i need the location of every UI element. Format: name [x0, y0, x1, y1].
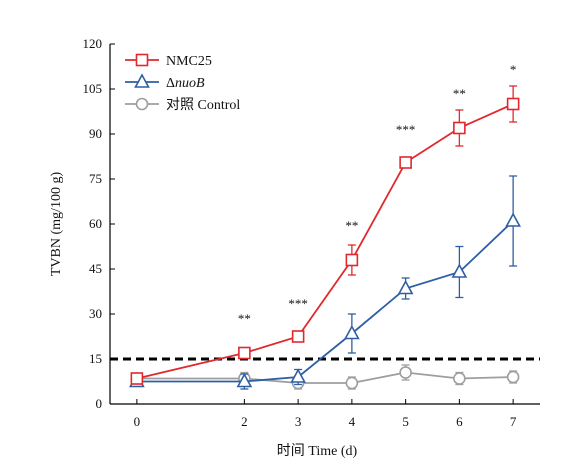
legend-label: ΔnuoB [166, 76, 205, 91]
significance-label: *** [396, 122, 416, 137]
significance-label: ** [453, 86, 466, 101]
legend-item-1: ΔnuoB [125, 73, 205, 91]
x-tick-label: 2 [241, 414, 248, 429]
x-tick-label: 4 [349, 414, 356, 429]
data-point [345, 253, 359, 267]
x-tick-label: 5 [402, 414, 409, 429]
y-axis-title: TVBN (mg/100 g) [49, 172, 64, 277]
legend: NMC25 ΔnuoB 对照 Control [125, 53, 240, 113]
legend-item-0: NMC25 [125, 53, 212, 69]
y-tick-label: 90 [89, 126, 102, 141]
data-point [290, 368, 306, 383]
x-tick-label: 7 [510, 414, 517, 429]
y-tick-label: 30 [89, 306, 102, 321]
data-point [399, 156, 412, 169]
data-point [291, 330, 305, 343]
series-line [136, 103, 514, 380]
y-tick-label: 45 [89, 261, 102, 276]
x-axis-title: 时间 Time (d) [277, 443, 358, 459]
y-tick-label: 15 [89, 351, 102, 366]
legend-label: 对照 Control [166, 97, 240, 113]
legend-label: NMC25 [166, 54, 212, 69]
significance-label: ** [238, 311, 251, 326]
legend-marker [134, 73, 150, 88]
data-point [344, 324, 360, 340]
significance-label: ** [345, 218, 358, 233]
data-point [451, 263, 468, 278]
series-0 [130, 85, 520, 385]
y-tick-label: 60 [89, 216, 102, 231]
y-tick-label: 120 [83, 36, 103, 51]
significance-label: *** [288, 296, 308, 311]
series-line [136, 220, 514, 383]
y-tick-label: 105 [83, 81, 103, 96]
data-point [238, 346, 251, 360]
legend-marker [135, 53, 149, 67]
data-point [505, 212, 521, 227]
data-point [345, 376, 359, 390]
data-point [236, 372, 253, 388]
significance-label: * [510, 62, 517, 77]
data-point [399, 366, 412, 379]
x-tick-label: 3 [295, 414, 302, 429]
x-tick-label: 6 [456, 414, 463, 429]
x-tick-label: 0 [134, 414, 141, 429]
y-tick-label: 75 [89, 171, 102, 186]
significance-layer: ************* [238, 62, 517, 326]
series-2 [130, 364, 520, 390]
y-tick-label: 0 [96, 396, 103, 411]
legend-marker [135, 97, 149, 111]
data-point [397, 279, 414, 295]
legend-item-2: 对照 Control [125, 97, 240, 113]
data-point [506, 370, 520, 384]
data-point [453, 121, 466, 135]
data-point [130, 372, 144, 385]
series-1 [129, 175, 521, 390]
data-point [453, 372, 466, 385]
data-point [506, 97, 520, 111]
series-layer [129, 85, 521, 390]
